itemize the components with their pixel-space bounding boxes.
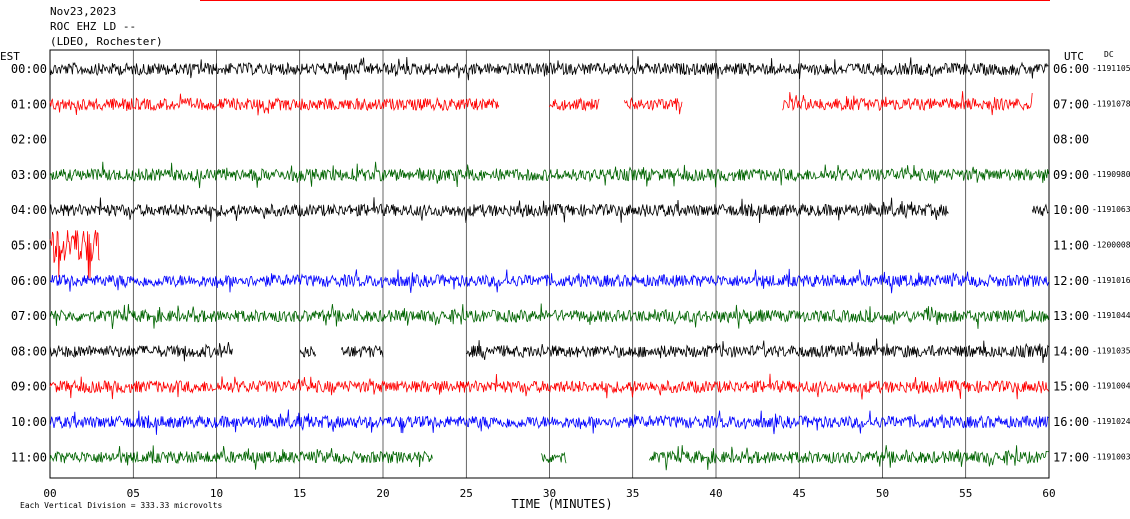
est-label-09:00: 09:00 xyxy=(11,380,47,394)
trace-0800-seg-2 xyxy=(341,344,384,358)
axis-labels: 00 05 10 15 20 25 30 35 40 45 50 55 60 EST UTC DC TIME (… xyxy=(0,50,1130,511)
trace-1100-seg-2 xyxy=(649,445,1049,471)
x-tick-55: 55 xyxy=(959,487,972,500)
utc-label-11:00: 11:00 xyxy=(1053,239,1089,253)
left-axis-label: EST xyxy=(0,50,20,63)
est-label-07:00: 07:00 xyxy=(11,309,47,323)
trace-0100-seg-2 xyxy=(624,97,683,115)
est-label-03:00: 03:00 xyxy=(11,168,47,182)
utc-label-06:00: 06:00 xyxy=(1053,62,1089,76)
network-label: (LDEO, Rochester) xyxy=(50,35,163,48)
est-label-04:00: 04:00 xyxy=(11,203,47,217)
trace-0700-seg-0 xyxy=(49,303,1049,330)
trace-0400-seg-0 xyxy=(49,197,949,224)
dc-value-09:00: -1190980 xyxy=(1092,170,1130,179)
dc-value-11:00: -1200008 xyxy=(1092,241,1130,250)
x-tick-25: 25 xyxy=(460,487,473,500)
dc-value-17:00: -1191003 xyxy=(1092,452,1130,461)
utc-label-17:00: 17:00 xyxy=(1053,450,1089,464)
trace-0000-seg-0 xyxy=(49,56,1049,81)
trace-0100-seg-1 xyxy=(549,97,600,112)
est-label-10:00: 10:00 xyxy=(11,415,47,429)
trace-0800-seg-1 xyxy=(299,346,317,358)
trace-0800-seg-0 xyxy=(49,342,233,362)
grid-lines xyxy=(49,0,1050,479)
est-label-00:00: 00:00 xyxy=(11,62,47,76)
utc-label-16:00: 16:00 xyxy=(1053,415,1089,429)
utc-label-07:00: 07:00 xyxy=(1053,97,1089,111)
utc-label-13:00: 13:00 xyxy=(1053,309,1089,323)
trace-0900-seg-0 xyxy=(49,373,1049,400)
est-label-02:00: 02:00 xyxy=(11,133,47,147)
dc-value-14:00: -1191035 xyxy=(1092,346,1130,355)
x-tick-10: 10 xyxy=(210,487,223,500)
x-tick-20: 20 xyxy=(376,487,389,500)
x-tick-35: 35 xyxy=(626,487,639,500)
dc-value-15:00: -1191004 xyxy=(1092,382,1130,391)
x-axis-label: TIME (MINUTES) xyxy=(511,497,612,511)
est-label-06:00: 06:00 xyxy=(11,274,47,288)
date-label: Nov23,2023 xyxy=(50,5,117,18)
utc-label-12:00: 12:00 xyxy=(1053,274,1089,288)
x-tick-30: 30 xyxy=(543,487,556,500)
est-label-01:00: 01:00 xyxy=(11,97,47,111)
est-label-11:00: 11:00 xyxy=(11,450,47,464)
utc-label-14:00: 14:00 xyxy=(1053,344,1089,358)
dc-label: DC xyxy=(1104,50,1114,59)
dc-value-13:00: -1191044 xyxy=(1092,311,1130,320)
x-tick-50: 50 xyxy=(876,487,889,500)
scale-note: Each Vertical Division = 333.33 microvol… xyxy=(20,501,222,510)
x-tick-60: 60 xyxy=(1042,487,1055,500)
trace-0800-seg-3 xyxy=(466,338,1049,364)
utc-label-10:00: 10:00 xyxy=(1053,203,1089,217)
trace-0300-seg-0 xyxy=(49,161,1049,189)
trace-1100-seg-1 xyxy=(540,451,567,464)
trace-1000-seg-0 xyxy=(49,409,1049,435)
station-label: ROC EHZ LD -- xyxy=(50,20,137,33)
right-axis-label: UTC xyxy=(1064,50,1084,63)
dc-value-10:00: -1191063 xyxy=(1092,205,1130,214)
dc-value-16:00: -1191024 xyxy=(1092,417,1130,426)
seismic-traces xyxy=(49,56,1049,471)
dc-value-12:00: -1191016 xyxy=(1092,276,1130,285)
trace-0500-seg-0 xyxy=(49,230,100,279)
utc-label-08:00: 08:00 xyxy=(1053,133,1089,147)
x-tick-45: 45 xyxy=(793,487,806,500)
trace-0400-seg-1 xyxy=(1031,203,1049,217)
trace-1100-seg-0 xyxy=(49,445,433,470)
trace-0100-seg-3 xyxy=(782,91,1033,116)
dc-value-07:00: -1191078 xyxy=(1092,99,1130,108)
x-tick-15: 15 xyxy=(293,487,306,500)
trace-0100-seg-0 xyxy=(49,93,500,116)
utc-label-09:00: 09:00 xyxy=(1053,168,1089,182)
x-tick-40: 40 xyxy=(709,487,722,500)
est-label-08:00: 08:00 xyxy=(11,344,47,358)
x-tick-05: 05 xyxy=(127,487,140,500)
utc-label-15:00: 15:00 xyxy=(1053,380,1089,394)
est-label-05:00: 05:00 xyxy=(11,239,47,253)
dc-value-06:00: -1191105 xyxy=(1092,64,1130,73)
x-tick-00: 00 xyxy=(43,487,56,500)
trace-0600-seg-0 xyxy=(49,268,1049,294)
